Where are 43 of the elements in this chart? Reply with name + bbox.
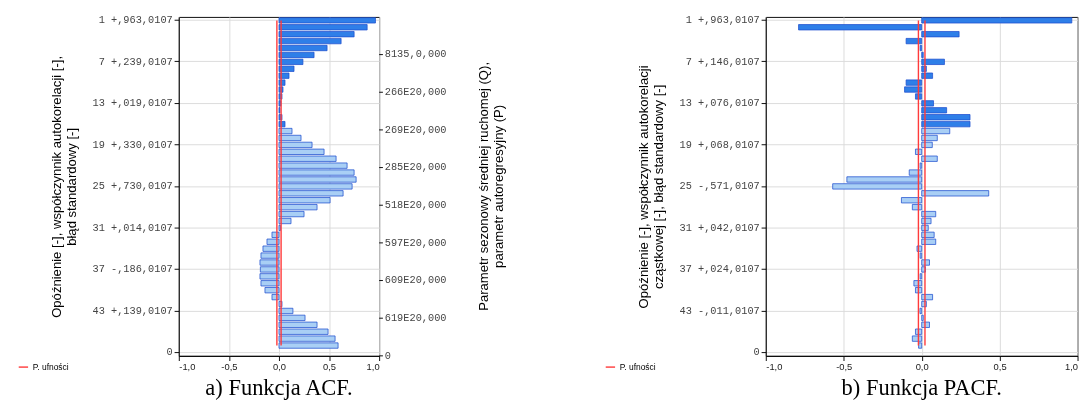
y-tick-label: 37 +,024,0107 (679, 263, 760, 276)
x-tick-label: -1,0 (179, 362, 196, 373)
y-tick-label: 25 +,730,0107 (92, 180, 173, 193)
y-tick-label: 19 +,068,0107 (679, 138, 760, 151)
y-tick-label: 1 +,963,0107 (685, 14, 760, 27)
y-tick-label: 7 +,239,0107 (98, 55, 173, 68)
y-tick-label: 37 -,186,0107 (92, 263, 173, 276)
x-tick-label: 1,0 (1065, 362, 1079, 373)
text: a) Funkcja ACF. (205, 375, 353, 401)
x-tick-label: -0,5 (221, 362, 238, 373)
text: b) Funkcja PACF. (841, 375, 1002, 401)
x-tick-label: -0,5 (836, 362, 853, 373)
x-tick-label: 1,0 (366, 362, 380, 373)
y-tick-label: 1 +,963,0107 (98, 14, 173, 27)
x-tick-label: -1,0 (766, 362, 783, 373)
legend-label: P. ufności (32, 361, 69, 372)
y2-axis-title: Parametr sezonowy średniej ruchomej (Q), parametr autoregresyjny (P) (475, 61, 506, 311)
x-tick-label: 0,0 (915, 362, 929, 373)
legend-label: P. ufności (619, 361, 656, 372)
x-tick-label: 0,5 (323, 362, 337, 373)
text: 8135,0,000 (384, 48, 447, 61)
y-tick-label: 31 +,014,0107 (92, 221, 173, 234)
y-tick-label: 0 (166, 346, 173, 359)
y-tick-label: 7 +,146,0107 (685, 55, 760, 68)
text: 518E20,000 (384, 199, 447, 212)
y-tick-label: 13 +,076,0107 (679, 97, 760, 110)
text: 0 (384, 349, 391, 362)
y-tick-label: 13 +,019,0107 (92, 97, 173, 110)
text: 597E20,000 (384, 236, 447, 249)
y-tick-label: 43 +,139,0107 (92, 304, 173, 317)
y-tick-label: 31 +,042,0107 (679, 221, 760, 234)
text: 619E20,000 (384, 312, 447, 325)
y-tick-label: 43 -,011,0107 (679, 304, 760, 317)
x-tick-label: 0,5 (993, 362, 1007, 373)
y-tick-label: 25 -,571,0107 (679, 180, 760, 193)
text: 269E20,000 (384, 123, 447, 136)
text: 609E20,000 (384, 274, 447, 287)
y-tick-label: 0 (753, 346, 760, 359)
text: 266E20,000 (384, 86, 447, 99)
y-axis-title: Opóźnienie [-], współczynnik autokorelacji [-], błąd standardowy [-] (48, 55, 79, 318)
y-tick-label: 19 +,330,0107 (92, 138, 173, 151)
x-tick-label: 0,0 (272, 362, 286, 373)
text: 285E20,000 (384, 161, 447, 174)
